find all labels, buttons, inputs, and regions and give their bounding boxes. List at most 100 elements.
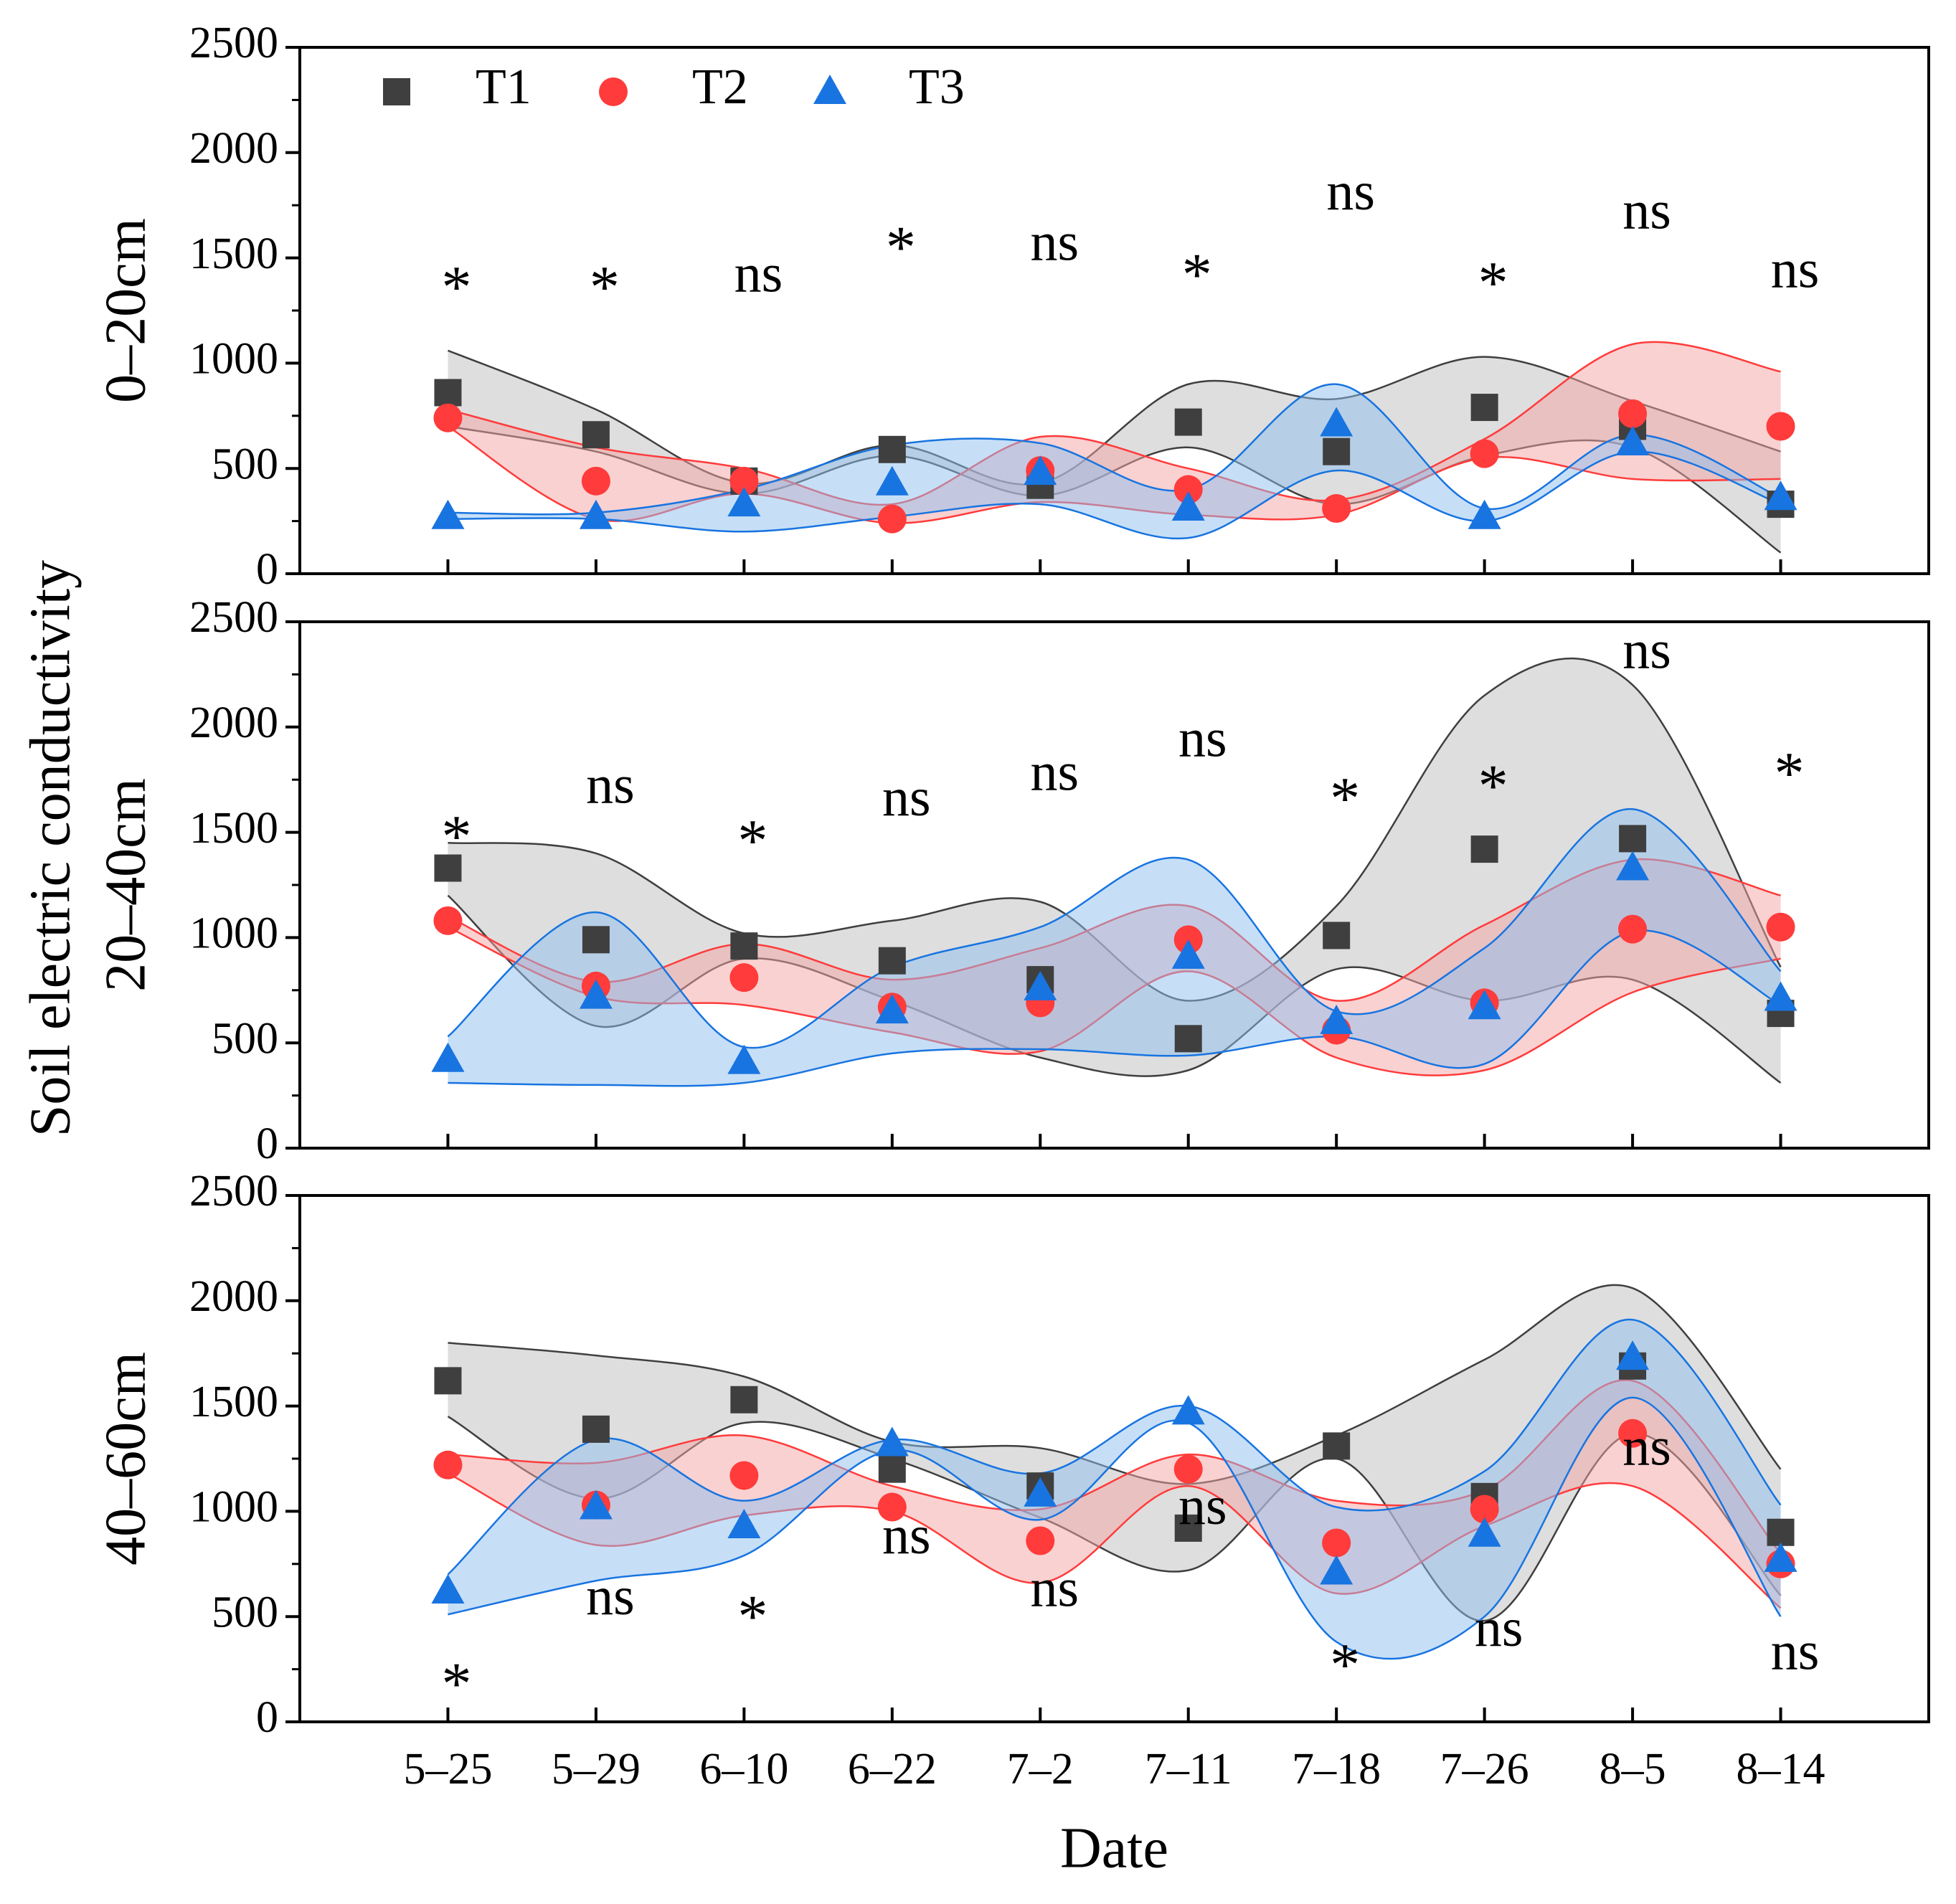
x-tick-label: 8–14 bbox=[1737, 1745, 1825, 1794]
panel-label: 40–60cm bbox=[94, 1352, 157, 1566]
marker-triangle bbox=[1468, 499, 1501, 529]
marker-triangle bbox=[1616, 1340, 1650, 1370]
y-tick-label: 2500 bbox=[189, 593, 278, 642]
marker-triangle bbox=[1320, 1555, 1353, 1585]
legend-marker bbox=[599, 77, 628, 106]
marker-square bbox=[582, 421, 610, 449]
x-tick-label: 6–22 bbox=[848, 1745, 937, 1794]
significance-label: ns bbox=[1622, 620, 1671, 680]
marker-square bbox=[1174, 1514, 1202, 1542]
marker-triangle bbox=[1468, 990, 1501, 1020]
marker-square bbox=[582, 1415, 610, 1443]
band-lower-line bbox=[448, 929, 1782, 1087]
band-upper-line bbox=[447, 1318, 1782, 1576]
y-tick-label: 0 bbox=[256, 1693, 278, 1742]
marker-triangle bbox=[579, 1489, 613, 1520]
marker-triangle bbox=[1764, 1542, 1797, 1572]
significance-label: ns bbox=[586, 1566, 635, 1626]
marker-triangle bbox=[727, 1508, 761, 1538]
marker-square bbox=[878, 1455, 906, 1483]
x-axis-label: Date bbox=[1060, 1817, 1168, 1880]
legend-label: T3 bbox=[909, 60, 965, 115]
marker-triangle bbox=[727, 487, 761, 517]
significance-label: ns bbox=[1622, 1417, 1671, 1477]
y-tick-label: 1000 bbox=[189, 1483, 278, 1532]
marker-triangle bbox=[579, 979, 613, 1009]
significance-label: * bbox=[737, 1583, 767, 1650]
y-tick-label: 0 bbox=[256, 1119, 278, 1168]
confidence-band bbox=[448, 1319, 1781, 1659]
significance-label: * bbox=[1478, 250, 1508, 316]
y-tick-label: 0 bbox=[256, 545, 278, 594]
marker-triangle bbox=[1171, 491, 1205, 521]
significance-label: ns bbox=[1326, 161, 1375, 222]
marker-circle bbox=[1322, 493, 1351, 523]
significance-label: ns bbox=[882, 1505, 931, 1566]
marker-triangle bbox=[1024, 455, 1057, 486]
legend-marker bbox=[383, 78, 410, 105]
y-tick-label: 2500 bbox=[189, 1167, 278, 1216]
marker-circle bbox=[729, 466, 759, 496]
y-tick-label: 1500 bbox=[189, 229, 278, 278]
marker-triangle bbox=[875, 994, 909, 1024]
y-tick-label: 1500 bbox=[189, 1378, 278, 1426]
marker-triangle bbox=[1764, 480, 1797, 511]
x-tick-label: 7–18 bbox=[1292, 1745, 1381, 1794]
marker-circle bbox=[877, 504, 907, 534]
legend-marker bbox=[813, 75, 846, 104]
marker-circle bbox=[433, 1450, 463, 1479]
marker-square bbox=[1323, 437, 1351, 465]
legend-label: T1 bbox=[476, 60, 531, 115]
marker-circle bbox=[1618, 1418, 1648, 1448]
marker-circle bbox=[729, 963, 759, 993]
marker-triangle bbox=[431, 1042, 465, 1072]
y-tick-label: 500 bbox=[212, 1014, 278, 1063]
significance-label: * bbox=[737, 807, 767, 874]
significance-label: * bbox=[441, 803, 471, 870]
marker-triangle bbox=[1320, 1004, 1353, 1034]
marker-square bbox=[1174, 408, 1202, 436]
significance-label: ns bbox=[1030, 212, 1079, 272]
band-lower-line bbox=[448, 450, 1781, 540]
marker-square bbox=[434, 854, 462, 882]
marker-triangle bbox=[1024, 1477, 1057, 1507]
marker-square bbox=[1470, 394, 1498, 422]
y-tick-label: 2000 bbox=[189, 124, 278, 173]
x-tick-label: 5–29 bbox=[552, 1745, 641, 1794]
significance-label: ns bbox=[1622, 180, 1671, 240]
significance-label: * bbox=[886, 214, 916, 280]
marker-square bbox=[878, 435, 906, 463]
confidence-band bbox=[448, 809, 1781, 1086]
marker-square bbox=[434, 379, 462, 407]
x-tick-label: 8–5 bbox=[1600, 1745, 1666, 1794]
significance-label: ns bbox=[1475, 1598, 1523, 1658]
marker-circle bbox=[1618, 914, 1648, 944]
marker-triangle bbox=[1616, 851, 1650, 881]
significance-label: ns bbox=[1030, 742, 1079, 802]
significance-label: ns bbox=[882, 767, 931, 828]
significance-label: ns bbox=[586, 754, 635, 815]
significance-label: * bbox=[590, 254, 620, 321]
marker-triangle bbox=[579, 499, 613, 529]
panel-label: 20–40cm bbox=[94, 778, 157, 992]
marker-triangle bbox=[727, 1044, 761, 1074]
marker-triangle bbox=[431, 499, 465, 529]
y-tick-label: 1000 bbox=[189, 909, 278, 958]
band-upper-line bbox=[448, 341, 1781, 506]
significance-label: * bbox=[1775, 740, 1805, 807]
marker-square bbox=[1470, 835, 1498, 863]
marker-square bbox=[1174, 1025, 1202, 1053]
significance-label: ns bbox=[1771, 1621, 1820, 1681]
y-tick-label: 500 bbox=[212, 440, 278, 488]
legend-label: T2 bbox=[692, 60, 748, 115]
y-tick-label: 2000 bbox=[189, 1272, 278, 1321]
marker-circle bbox=[729, 1461, 759, 1490]
significance-label: * bbox=[441, 254, 471, 321]
confidence-band bbox=[448, 384, 1781, 539]
x-tick-label: 7–2 bbox=[1007, 1745, 1074, 1794]
marker-circle bbox=[1322, 1528, 1351, 1558]
x-tick-label: 5–25 bbox=[403, 1745, 492, 1794]
marker-circle bbox=[1173, 1454, 1203, 1484]
band-upper-line bbox=[448, 383, 1782, 516]
